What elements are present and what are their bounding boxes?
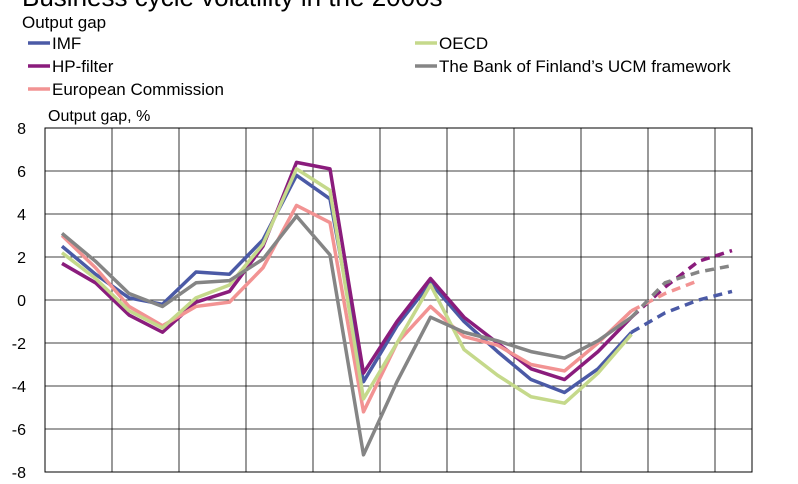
chart-subtitle: Output gap (22, 13, 106, 32)
forecast-line (630, 263, 733, 319)
forecast-line (630, 289, 733, 334)
chart-title: Business cycle volatility in the 2000s (22, 0, 443, 12)
y-tick-label: 6 (17, 164, 26, 181)
y-tick-label: 4 (17, 207, 26, 224)
y-tick-label: -6 (12, 422, 26, 439)
legend-label: HP-filter (52, 57, 114, 76)
series-line (60, 167, 633, 405)
y-tick-label: 0 (17, 293, 26, 310)
y-tick-label: -2 (12, 336, 26, 353)
forecast-line (630, 279, 700, 313)
y-tick-label: 2 (17, 250, 26, 267)
y-tick-label: -4 (12, 379, 26, 396)
series-line (60, 203, 633, 414)
y-tick-label: 8 (17, 121, 26, 138)
legend-label: IMF (52, 34, 81, 53)
forecast-line (630, 248, 733, 319)
y-axis-label: Output gap, % (48, 108, 150, 125)
plot-frame (44, 127, 753, 473)
legend-label: The Bank of Finland’s UCM framework (439, 57, 731, 76)
legend-label: European Commission (52, 80, 224, 99)
y-tick-label: -8 (12, 465, 26, 482)
legend-label: OECD (439, 34, 488, 53)
series-line (61, 160, 633, 382)
series-line (60, 214, 633, 457)
